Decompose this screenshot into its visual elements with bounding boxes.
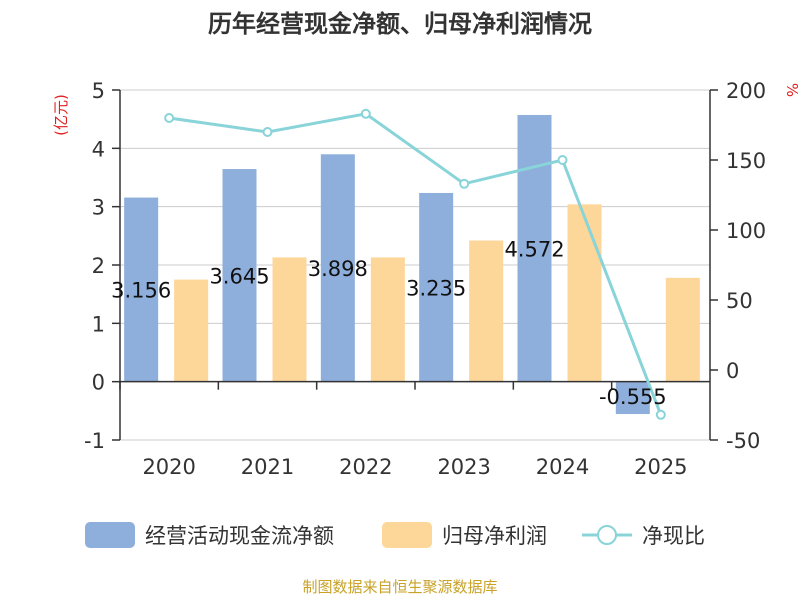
ratio-point[interactable] bbox=[262, 127, 273, 137]
left-tick-label: 0 bbox=[92, 371, 105, 395]
axes: -1 0 1 2 3 4 5 -50 0 50 100 150 200 2020 2021 2022 2023 2… bbox=[84, 79, 766, 479]
cash-flow-data-label: 4.572 bbox=[504, 237, 564, 261]
x-tick-label: 2023 bbox=[437, 455, 490, 479]
cash-flow-data-label: 3.156 bbox=[111, 279, 171, 303]
cash-flow-bar[interactable] bbox=[517, 114, 552, 382]
ratio-point[interactable] bbox=[459, 178, 470, 189]
right-tick-label: 100 bbox=[726, 219, 766, 243]
x-tick-label: 2020 bbox=[142, 455, 195, 479]
legend-swatch-ratio-marker[interactable] bbox=[597, 525, 617, 545]
chart-title: 历年经营现金净额、归母净利润情况 bbox=[208, 10, 592, 38]
right-tick-label: 150 bbox=[726, 149, 766, 173]
data-labels: 3.156 3.645 3.898 3.235 4.572 -0.555 bbox=[111, 237, 667, 409]
net-profit-bar[interactable] bbox=[272, 257, 307, 382]
ratio-point[interactable] bbox=[164, 113, 175, 123]
cash-flow-bar[interactable] bbox=[320, 154, 355, 382]
ratio-line-path bbox=[168, 112, 663, 416]
net-profit-bar[interactable] bbox=[469, 240, 504, 382]
legend-label-ratio[interactable]: 净现比 bbox=[642, 524, 705, 548]
left-tick-label: 2 bbox=[92, 254, 105, 278]
cash-flow-bar[interactable] bbox=[419, 192, 454, 382]
bars bbox=[124, 114, 700, 415]
x-tick-label: 2022 bbox=[339, 455, 392, 479]
cash-flow-bar[interactable] bbox=[124, 197, 159, 382]
cash-flow-data-label: -0.555 bbox=[599, 385, 667, 409]
left-tick-label: -1 bbox=[84, 429, 105, 453]
source-note: 制图数据来自恒生聚源数据库 bbox=[302, 578, 497, 596]
left-tick-label: 4 bbox=[92, 137, 105, 161]
right-tick-label: 200 bbox=[726, 79, 766, 103]
left-tick-label: 1 bbox=[92, 312, 105, 336]
left-tick-label: 5 bbox=[92, 79, 105, 103]
cash-flow-data-label: 3.645 bbox=[209, 264, 269, 288]
right-tick-label: -50 bbox=[726, 429, 760, 453]
cash-flow-bar[interactable] bbox=[615, 381, 650, 415]
net-profit-bar[interactable] bbox=[567, 204, 602, 382]
legend-swatch-cash-flow[interactable] bbox=[85, 522, 135, 548]
right-tick-label: 50 bbox=[726, 289, 753, 313]
right-axis-label: % bbox=[783, 83, 800, 97]
ratio-line bbox=[164, 108, 666, 420]
left-tick-label: 3 bbox=[92, 196, 105, 220]
net-profit-bar[interactable] bbox=[370, 257, 405, 382]
left-axis-label: (亿元) bbox=[52, 94, 70, 136]
right-tick-label: 0 bbox=[726, 359, 739, 383]
net-profit-bar[interactable] bbox=[665, 277, 700, 382]
legend-swatch-net-profit[interactable] bbox=[382, 522, 432, 548]
ratio-point[interactable] bbox=[655, 409, 666, 420]
x-tick-label: 2021 bbox=[241, 455, 294, 479]
cash-flow-data-label: 3.898 bbox=[308, 257, 368, 281]
legend[interactable]: 经营活动现金流净额 归母净利润 净现比 bbox=[85, 522, 705, 548]
cash-flow-data-label: 3.235 bbox=[406, 276, 466, 300]
x-tick-label: 2024 bbox=[536, 455, 589, 479]
ratio-point[interactable] bbox=[557, 155, 568, 165]
ratio-point[interactable] bbox=[360, 108, 371, 119]
legend-label-net-profit[interactable]: 归母净利润 bbox=[442, 524, 547, 548]
x-tick-label: 2025 bbox=[634, 455, 687, 479]
legend-label-cash-flow[interactable]: 经营活动现金流净额 bbox=[145, 524, 334, 548]
cash-flow-bar[interactable] bbox=[222, 169, 257, 382]
net-profit-bar[interactable] bbox=[174, 279, 209, 382]
